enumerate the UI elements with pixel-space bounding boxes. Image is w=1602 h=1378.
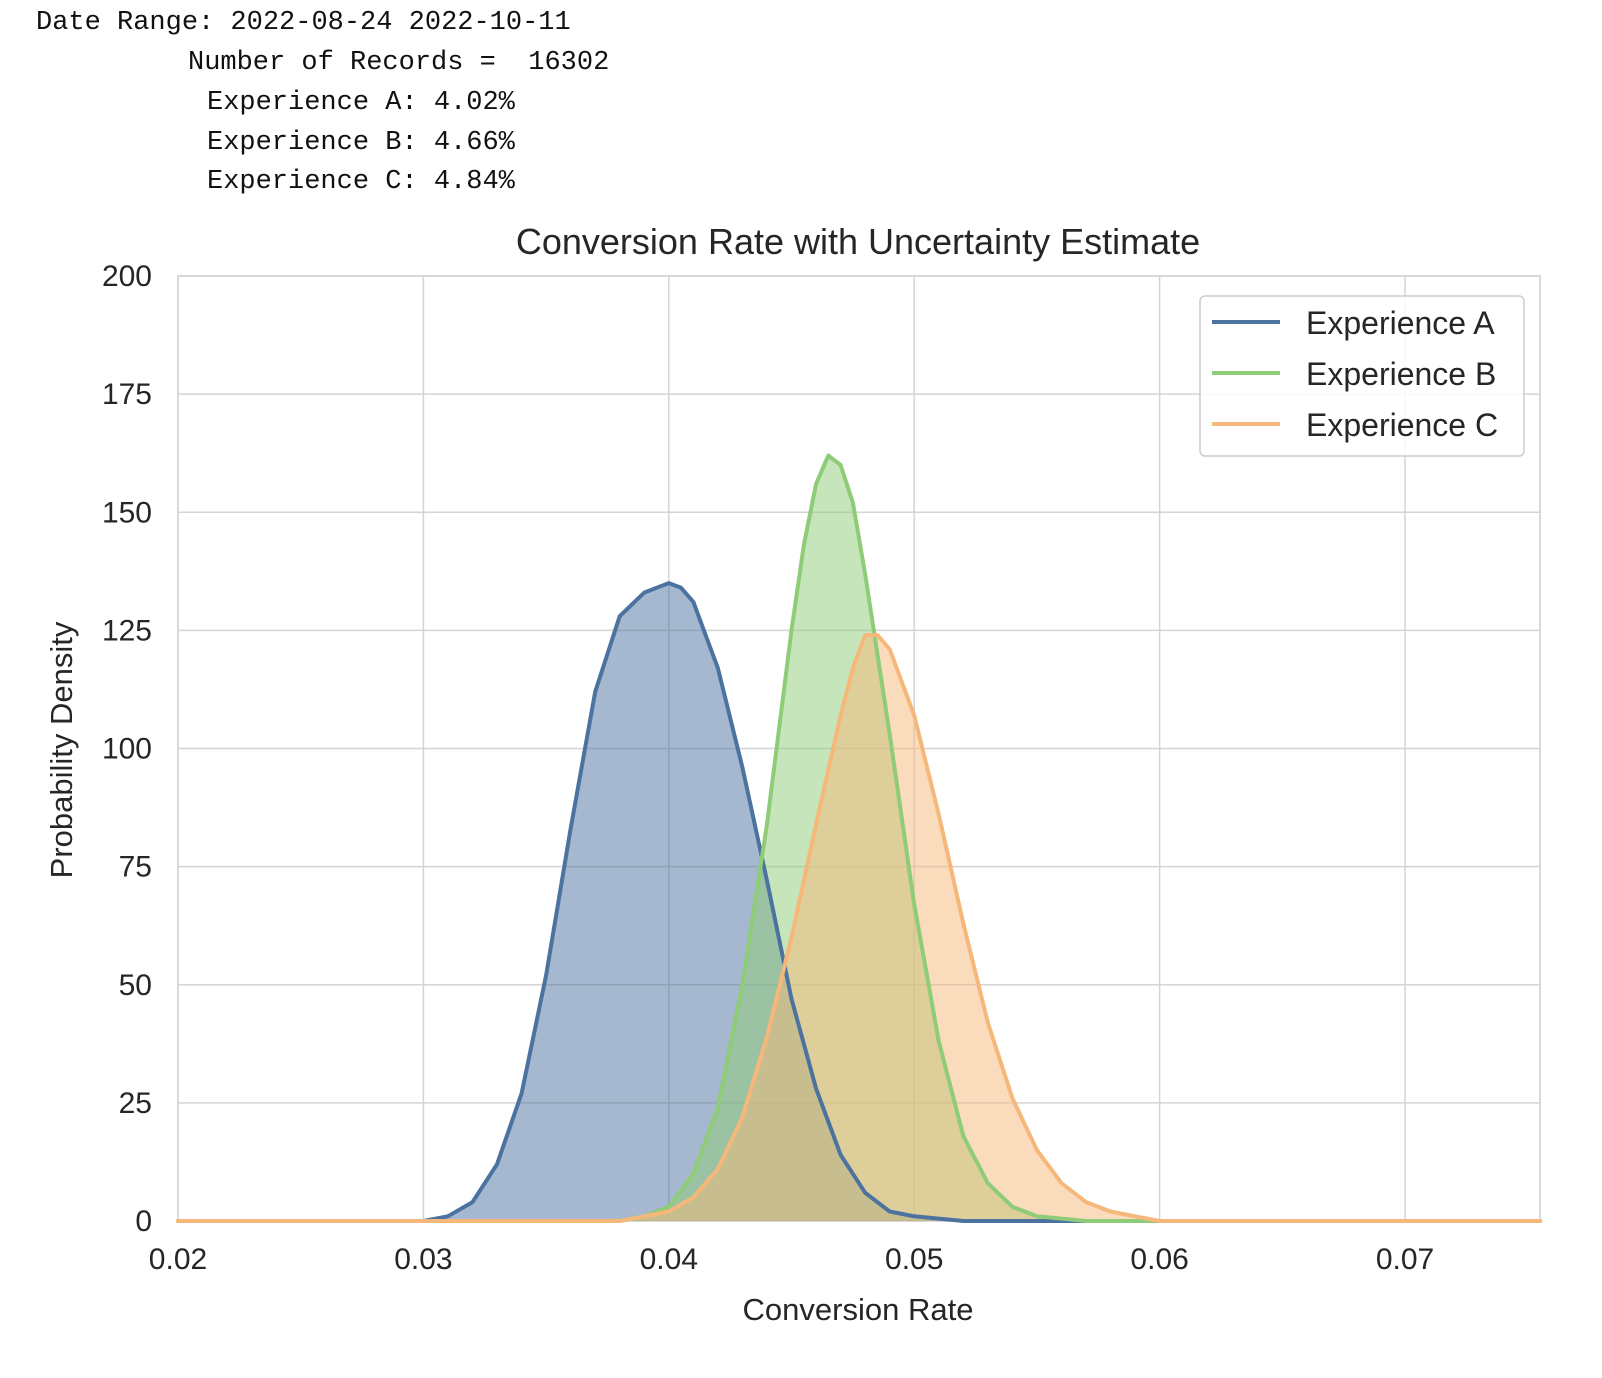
y-tick-label: 175 bbox=[102, 378, 152, 411]
x-axis-label: Conversion Rate bbox=[743, 1292, 974, 1327]
x-tick-label: 0.02 bbox=[149, 1243, 207, 1276]
x-tick-label: 0.04 bbox=[640, 1243, 698, 1276]
experience-a-line bbox=[176, 581, 1542, 1223]
experience-b-rate-text: Experience B: 4.66% bbox=[207, 128, 515, 158]
y-axis-ticks: 0 25 50 75 100 125 150 175 200 bbox=[102, 260, 152, 1238]
experience-c-line bbox=[176, 633, 1542, 1223]
x-tick-label: 0.03 bbox=[394, 1243, 452, 1276]
chart-title: Conversion Rate with Uncertainty Estimat… bbox=[516, 221, 1200, 262]
chart-legend: Experience A Experience B Experience C bbox=[1199, 295, 1525, 457]
x-tick-label: 0.05 bbox=[885, 1243, 943, 1276]
y-tick-label: 150 bbox=[102, 496, 152, 529]
y-tick-label: 75 bbox=[119, 851, 152, 884]
record-count-text: Number of Records = 16302 bbox=[188, 48, 610, 78]
legend-label-experience-a: Experience A bbox=[1306, 305, 1495, 341]
x-tick-label: 0.06 bbox=[1130, 1243, 1188, 1276]
y-axis-label: Probability Density bbox=[44, 621, 79, 878]
experience-a-rate-text: Experience A: 4.02% bbox=[207, 88, 515, 118]
y-tick-label: 100 bbox=[102, 733, 152, 766]
y-tick-label: 0 bbox=[135, 1205, 152, 1238]
experience-c-area bbox=[178, 635, 1540, 1221]
density-areas bbox=[178, 455, 1540, 1221]
density-lines bbox=[176, 453, 1542, 1223]
x-axis-ticks: 0.02 0.03 0.04 0.05 0.06 0.07 bbox=[149, 1243, 1434, 1276]
x-tick-label: 0.07 bbox=[1376, 1243, 1434, 1276]
legend-box bbox=[1199, 295, 1525, 457]
y-tick-label: 125 bbox=[102, 614, 152, 647]
y-tick-label: 25 bbox=[119, 1087, 152, 1120]
experience-b-line bbox=[176, 453, 1542, 1223]
legend-label-experience-b: Experience B bbox=[1306, 356, 1496, 392]
legend-label-experience-c: Experience C bbox=[1306, 407, 1498, 443]
y-tick-label: 200 bbox=[102, 260, 152, 293]
experience-c-rate-text: Experience C: 4.84% bbox=[207, 167, 515, 197]
y-tick-label: 50 bbox=[119, 969, 152, 1002]
date-range-text: Date Range: 2022-08-24 2022-10-11 bbox=[36, 8, 571, 38]
